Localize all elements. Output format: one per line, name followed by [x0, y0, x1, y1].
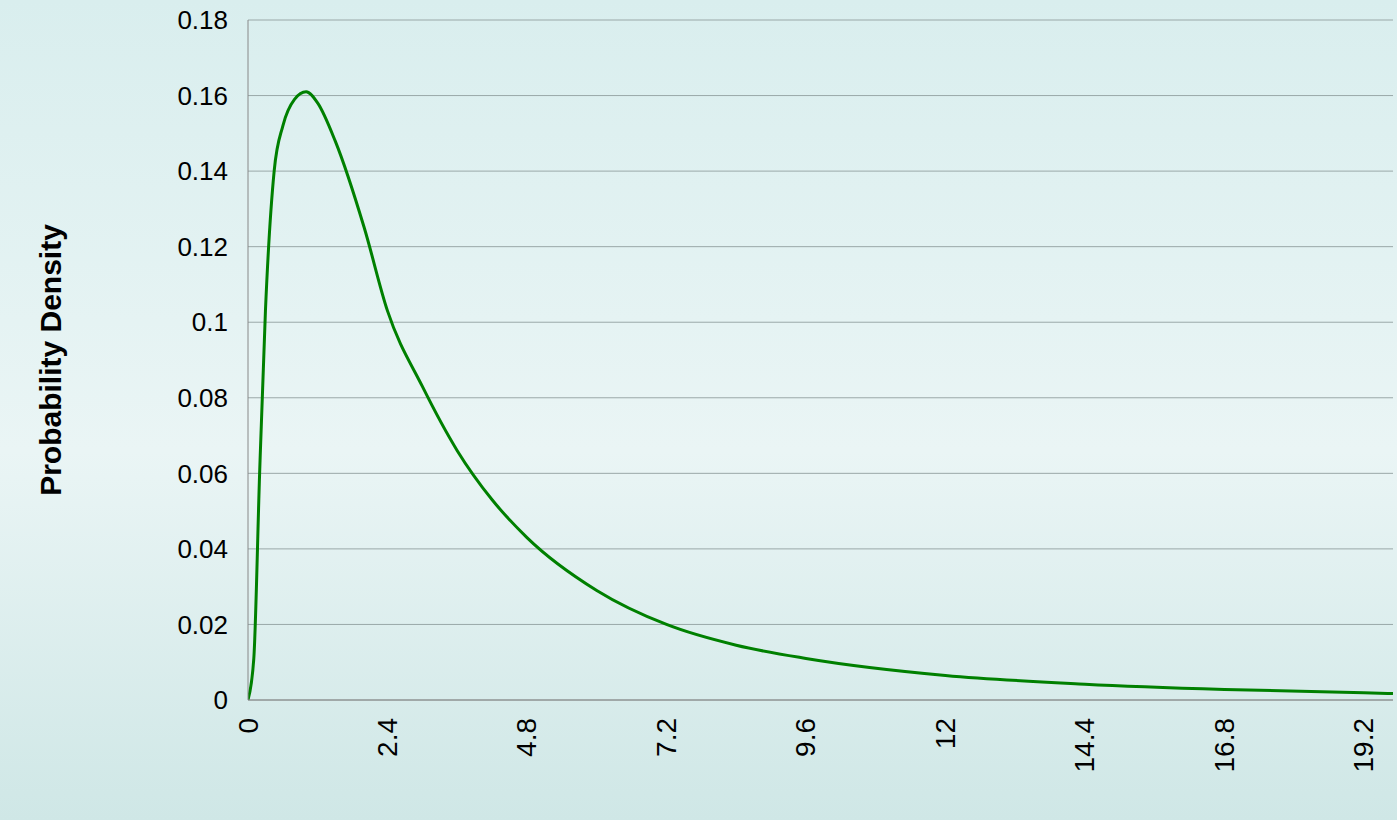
svg-text:0.08: 0.08 [177, 383, 228, 413]
svg-text:0: 0 [233, 718, 264, 734]
svg-text:Probability Density: Probability Density [34, 224, 67, 496]
svg-text:16.8: 16.8 [1209, 718, 1240, 773]
svg-text:0.02: 0.02 [177, 610, 228, 640]
svg-text:7.2: 7.2 [651, 718, 682, 757]
svg-text:0: 0 [214, 685, 228, 715]
svg-text:0.18: 0.18 [177, 5, 228, 35]
svg-text:0.14: 0.14 [177, 156, 228, 186]
svg-text:0.04: 0.04 [177, 534, 228, 564]
svg-text:0.1: 0.1 [192, 307, 228, 337]
svg-text:4.8: 4.8 [511, 718, 542, 757]
svg-text:12: 12 [930, 718, 961, 749]
svg-text:19.2: 19.2 [1348, 718, 1379, 773]
svg-text:9.6: 9.6 [790, 718, 821, 757]
svg-text:14.4: 14.4 [1069, 718, 1100, 773]
svg-text:0.16: 0.16 [177, 81, 228, 111]
svg-text:0.06: 0.06 [177, 459, 228, 489]
svg-text:2.4: 2.4 [372, 718, 403, 757]
svg-text:0.12: 0.12 [177, 232, 228, 262]
